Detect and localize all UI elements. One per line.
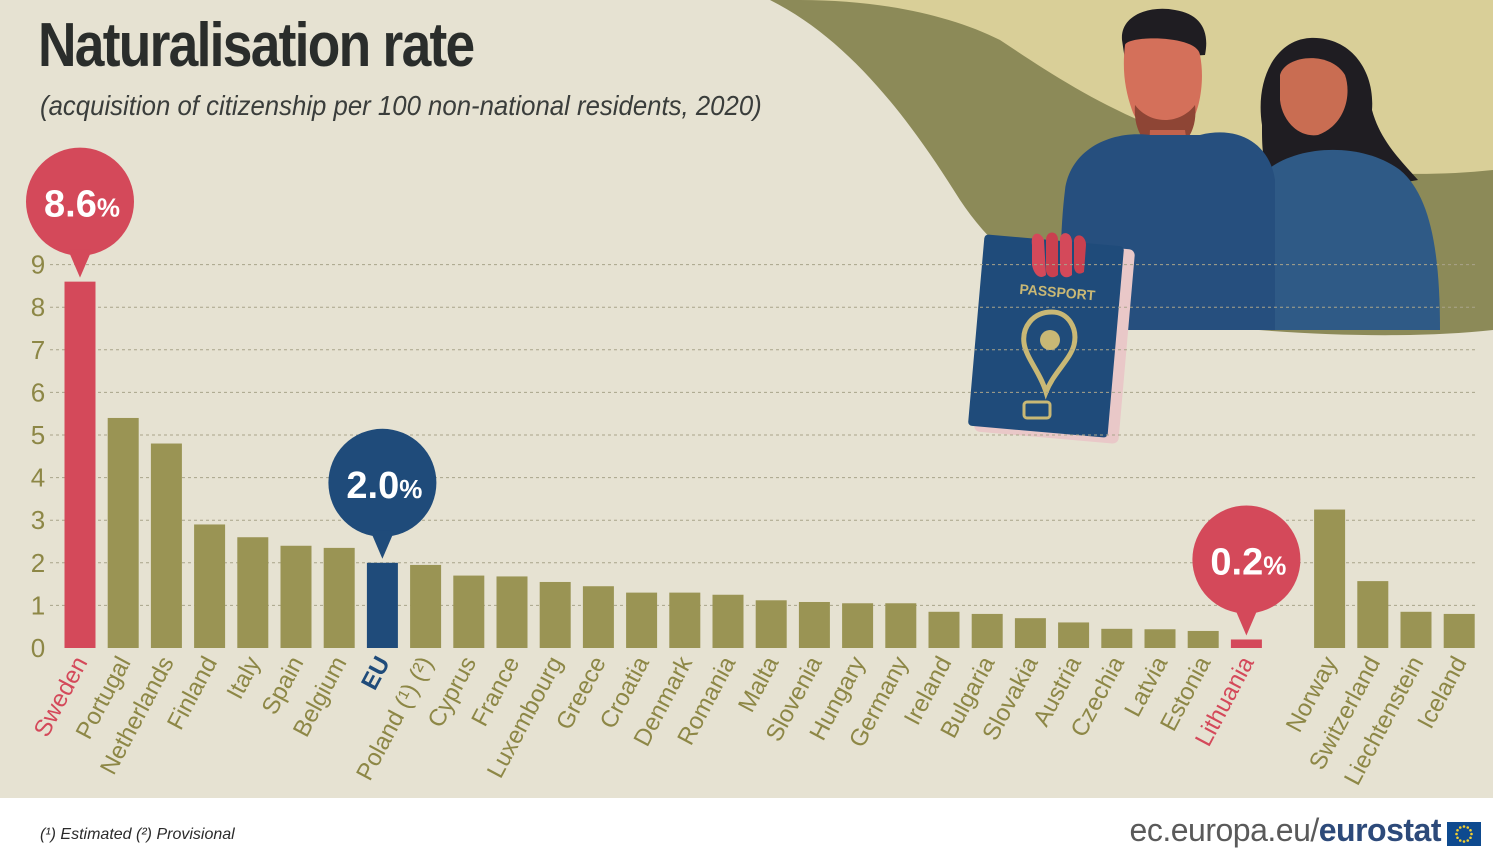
x-tick-label: Italy <box>222 652 267 704</box>
y-axis: 0 1 2 3 4 5 6 7 8 9 <box>31 250 45 663</box>
bar <box>1014 618 1046 648</box>
bar <box>150 443 182 648</box>
bar <box>582 586 614 648</box>
bar <box>928 611 960 648</box>
bar <box>107 417 139 648</box>
footnotes: (¹) Estimated (²) Provisional <box>40 826 235 843</box>
source-domain: ec.europa.eu/ <box>1129 812 1320 848</box>
bar <box>842 603 874 648</box>
page-subtitle: (acquisition of citizenship per 100 non-… <box>40 90 762 121</box>
bar <box>798 601 830 648</box>
woman-figure <box>1258 37 1440 330</box>
x-axis: SwedenPortugalNetherlandsFinlandItalySpa… <box>29 651 1473 789</box>
bar <box>1230 639 1262 648</box>
value-callouts: 8.6% 2.0% 0.2% <box>26 147 1301 636</box>
bar <box>366 562 398 648</box>
y-tick-label: 1 <box>31 590 45 620</box>
y-tick-label: 8 <box>31 292 45 322</box>
bar <box>1400 611 1432 648</box>
page-title: Naturalisation rate <box>38 11 475 80</box>
bar <box>1101 628 1133 648</box>
bar <box>1144 629 1176 648</box>
callout-value: 0.2% <box>1210 541 1286 583</box>
bar <box>971 613 1003 648</box>
callout-bubble: 0.2% <box>1192 505 1301 636</box>
source-brand: eurostat <box>1318 812 1442 848</box>
footer-bar <box>0 798 1493 857</box>
bar <box>1058 622 1090 648</box>
eu-flag-icon <box>1447 822 1481 846</box>
callout-bubble: 8.6% <box>26 147 134 278</box>
bar <box>885 603 917 648</box>
callout-bubble: 2.0% <box>328 428 437 559</box>
y-tick-label: 7 <box>31 335 45 365</box>
bar <box>712 594 744 648</box>
source-credit: ec.europa.eu/eurostat <box>1129 812 1442 849</box>
bar <box>1187 630 1219 648</box>
bar <box>755 600 787 648</box>
bar <box>237 537 269 648</box>
callout-value: 8.6% <box>44 184 120 226</box>
y-tick-label: 5 <box>31 420 45 450</box>
bar <box>669 592 701 648</box>
bar <box>626 592 658 648</box>
bar-series <box>64 281 1475 648</box>
callout-value: 2.0% <box>346 465 422 507</box>
y-tick-label: 4 <box>31 463 45 493</box>
eu-stars-icon <box>1455 825 1473 843</box>
bar-chart: 0 1 2 3 4 5 6 7 8 9 SwedenPortugalNetherlandsFinl… <box>26 147 1475 790</box>
y-tick-label: 2 <box>31 548 45 578</box>
bar <box>323 547 355 648</box>
y-tick-label: 6 <box>31 377 45 407</box>
passport-icon: PASSPORT <box>968 232 1135 444</box>
y-tick-label: 0 <box>31 633 45 663</box>
bar <box>194 524 226 648</box>
bar <box>64 281 96 648</box>
bar <box>410 564 442 648</box>
x-tick-label: EU <box>356 652 395 694</box>
bar <box>1314 509 1346 648</box>
bar <box>496 576 528 648</box>
bar <box>1443 613 1475 648</box>
bar <box>453 575 485 648</box>
bar <box>539 581 571 648</box>
passport-label: PASSPORT <box>1019 281 1097 304</box>
bar <box>1357 581 1389 648</box>
y-tick-label: 3 <box>31 505 45 535</box>
bar <box>280 545 312 648</box>
y-tick-label: 9 <box>31 250 45 280</box>
